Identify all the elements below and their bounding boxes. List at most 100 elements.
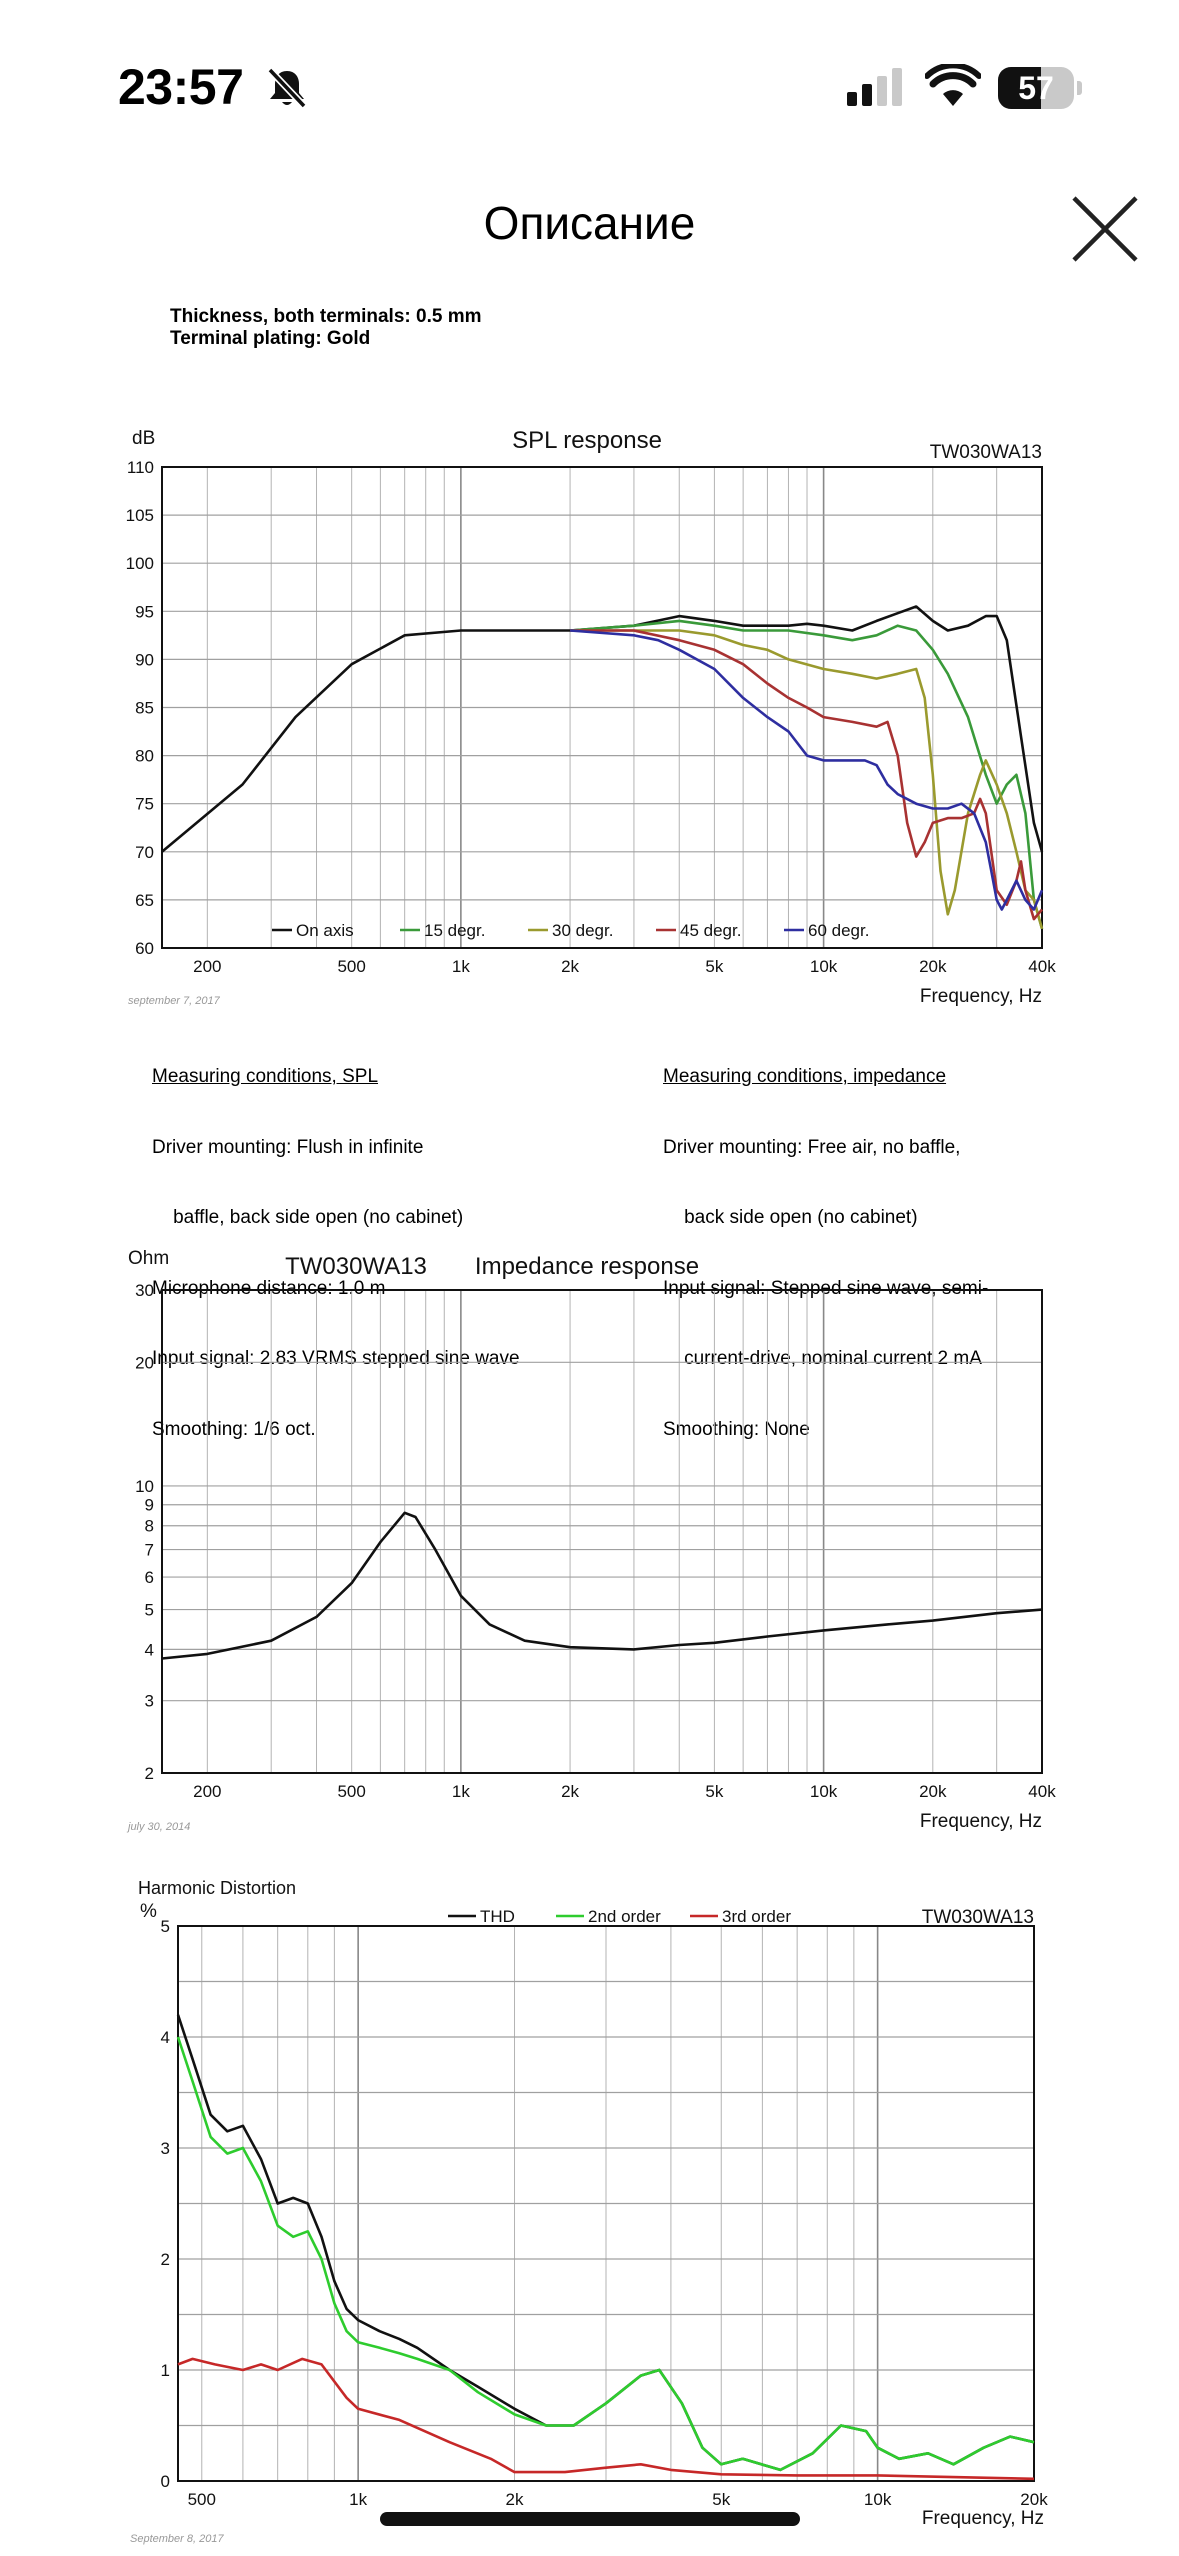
x-tick-label: 1k <box>452 957 470 976</box>
y-axis-label: Ohm <box>128 1248 169 1269</box>
chart-footnote: july 30, 2014 <box>126 1821 190 1833</box>
x-axis-label: Frequency, Hz <box>922 2508 1044 2529</box>
x-axis-label: Frequency, Hz <box>920 986 1042 1007</box>
impedance-response-chart: 2 3 4 5 6 7 8 910 20 30 200 500 1k 2k 5k 10k 20k 40k TW030… <box>126 1248 1056 1833</box>
y-tick-label: 6 <box>145 1568 154 1587</box>
y-tick-label: 80 <box>135 747 154 766</box>
series-line <box>176 2036 1035 2472</box>
y-tick-label: 5 <box>161 1917 170 1936</box>
cellular-signal-icon <box>847 68 902 106</box>
y-tick-label: 3 <box>161 2139 170 2158</box>
x-tick-label: 10k <box>810 957 838 976</box>
x-tick-label: 200 <box>193 1782 221 1801</box>
model-label: TW030WA13 <box>285 1253 427 1280</box>
x-tick-label: 10k <box>864 2490 892 2509</box>
wifi-icon <box>925 64 981 106</box>
series-line <box>570 619 1044 930</box>
x-tick-label: 500 <box>188 2490 216 2509</box>
y-tick-label: 5 <box>145 1601 154 1620</box>
impedance-conditions-line: current-drive, nominal current 2 mA <box>663 1348 982 1369</box>
model-label: TW030WA13 <box>930 442 1042 463</box>
plot-frame <box>161 1289 1043 1774</box>
spec-line: Thickness, both terminals: 0.5 mm <box>170 306 482 327</box>
y-tick-label: 100 <box>126 554 154 573</box>
y-tick-label: 95 <box>135 602 154 621</box>
close-icon[interactable] <box>1068 192 1142 266</box>
chart-title: Impedance response <box>475 1253 699 1280</box>
y-tick-label: 4 <box>161 2028 170 2047</box>
spl-response-chart: 60 65 70 75 80 85 90 95 100 105 110 200 500 1k 2k 5k 10k… <box>126 427 1057 1007</box>
plot-frame <box>177 1925 1035 2482</box>
y-tick-label: 60 <box>135 939 154 958</box>
x-tick-label: 200 <box>193 957 221 976</box>
x-tick-label: 40k <box>1028 1782 1056 1801</box>
chart-title: Harmonic Distortion <box>138 1878 296 1898</box>
legend-label: 15 degr. <box>424 921 485 940</box>
x-tick-label: 2k <box>561 957 579 976</box>
series-line <box>177 2357 1035 2481</box>
y-tick-label: 110 <box>127 458 154 477</box>
y-tick-label: 70 <box>135 843 154 862</box>
y-tick-label: 75 <box>135 795 154 814</box>
chart-footnote: september 7, 2017 <box>128 995 221 1007</box>
y-tick-label: 1 <box>161 2361 170 2380</box>
y-tick-label: 9 <box>145 1496 154 1515</box>
x-axis-label: Frequency, Hz <box>920 1811 1042 1832</box>
x-tick-label: 40k <box>1028 957 1056 976</box>
plot-frame <box>161 466 1043 949</box>
x-tick-label: 5k <box>712 2490 730 2509</box>
y-tick-label: 0 <box>161 2472 170 2491</box>
page-title: Описание <box>483 197 696 249</box>
series-line <box>570 629 1044 911</box>
y-tick-label: 10 <box>135 1477 154 1496</box>
x-tick-label: 20k <box>919 1782 947 1801</box>
x-tick-label: 20k <box>1020 2490 1048 2509</box>
battery-icon: 57 <box>998 67 1084 109</box>
series-line <box>161 605 1044 853</box>
x-tick-label: 1k <box>452 1782 470 1801</box>
x-tick-label: 10k <box>810 1782 838 1801</box>
y-tick-label: 2 <box>161 2250 170 2269</box>
home-indicator[interactable] <box>380 2512 800 2526</box>
legend-label: 2nd order <box>588 1907 661 1926</box>
chart-title: SPL response <box>512 427 662 454</box>
y-tick-label: 105 <box>126 506 154 525</box>
y-tick-label: 4 <box>145 1640 154 1659</box>
impedance-conditions-line: Driver mounting: Free air, no baffle, <box>663 1136 961 1158</box>
legend-label: THD <box>480 1907 515 1926</box>
spec-text: Thickness, both terminals: 0.5 mm Termina… <box>170 306 481 350</box>
legend-label: 45 degr. <box>680 921 741 940</box>
y-tick-label: 90 <box>135 650 154 669</box>
legend-label: 60 degr. <box>808 921 869 940</box>
legend-label: On axis <box>296 921 354 940</box>
spl-conditions-heading: Measuring conditions, SPL <box>152 1066 379 1087</box>
spl-conditions-line: Driver mounting: Flush in infinite <box>152 1136 424 1158</box>
spl-conditions-line: Microphone distance: 1.0 m <box>152 1277 386 1299</box>
impedance-conditions-line: Smoothing: None <box>663 1418 810 1440</box>
y-tick-label: 65 <box>135 891 154 910</box>
spl-conditions-line: Smoothing: 1/6 oct. <box>152 1418 316 1440</box>
battery-percent: 57 <box>1018 70 1054 106</box>
x-tick-label: 500 <box>337 1782 365 1801</box>
x-tick-label: 1k <box>349 2490 367 2509</box>
y-tick-label: 2 <box>145 1764 154 1783</box>
y-axis-label: dB <box>132 428 155 449</box>
x-tick-label: 2k <box>506 2490 524 2509</box>
impedance-conditions-heading: Measuring conditions, impedance <box>663 1066 947 1087</box>
legend-label: 30 degr. <box>552 921 613 940</box>
y-tick-label: 3 <box>145 1692 154 1711</box>
series-line <box>570 629 1044 930</box>
status-time: 23:57 <box>118 59 244 115</box>
x-tick-label: 2k <box>561 1782 579 1801</box>
series-line <box>570 629 1043 921</box>
x-tick-label: 5k <box>705 1782 723 1801</box>
bell-slash-icon <box>267 67 307 109</box>
y-axis-label: % <box>140 1901 157 1922</box>
y-tick-label: 85 <box>135 699 154 718</box>
y-tick-label: 30 <box>135 1281 154 1300</box>
legend-label: 3rd order <box>722 1907 791 1926</box>
y-tick-label: 8 <box>145 1517 154 1536</box>
y-tick-label: 7 <box>145 1541 154 1560</box>
impedance-conditions-line: back side open (no cabinet) <box>663 1207 918 1228</box>
